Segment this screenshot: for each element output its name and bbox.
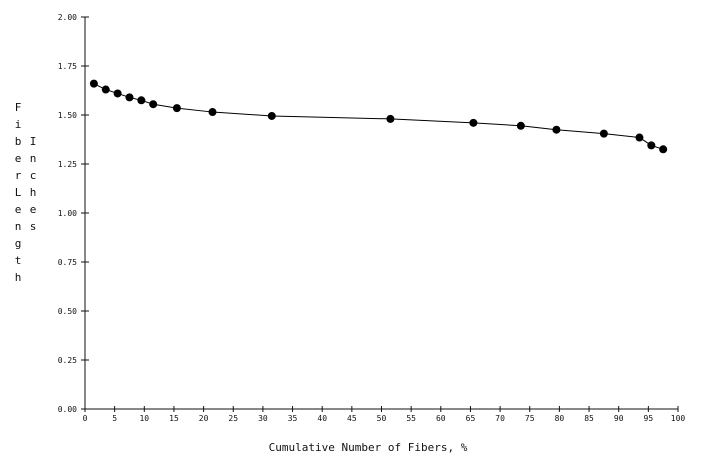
- x-tick-label: 75: [525, 414, 535, 423]
- y-tick-label: 0.25: [58, 356, 77, 365]
- series-line: [93, 83, 664, 150]
- y-title-char: n: [30, 152, 37, 165]
- y-title-char: h: [30, 186, 37, 199]
- y-tick-label: 1.50: [58, 111, 77, 120]
- y-tick-label: 1.25: [58, 160, 77, 169]
- y-title-char: b: [15, 135, 22, 148]
- x-tick-label: 55: [406, 414, 416, 423]
- y-title-char: L: [15, 186, 22, 199]
- y-axis-ticks: 0.00 0.25 0.50 0.75 1.00 1.25 1.50 1.75 2.00: [58, 13, 89, 414]
- x-tick-label: 30: [258, 414, 268, 423]
- x-tick-label: 25: [228, 414, 238, 423]
- y-tick-label: 2.00: [58, 13, 77, 22]
- y-title-char: s: [30, 220, 37, 233]
- data-point: [113, 89, 122, 98]
- y-title-char: e: [15, 203, 22, 216]
- x-tick-label: 85: [584, 414, 594, 423]
- data-point: [101, 85, 110, 94]
- data-point: [208, 108, 217, 117]
- x-tick-label: 60: [436, 414, 446, 423]
- data-point: [89, 79, 98, 88]
- x-tick-label: 65: [466, 414, 476, 423]
- y-title-char: e: [15, 152, 22, 165]
- y-tick-label: 0.00: [58, 405, 77, 414]
- data-point: [552, 125, 561, 134]
- x-tick-label: 35: [288, 414, 298, 423]
- axes: [84, 17, 678, 410]
- y-tick-label: 1.00: [58, 209, 77, 218]
- y-title-char: F: [15, 101, 22, 114]
- data-point: [125, 93, 134, 102]
- data-point: [469, 118, 478, 127]
- y-title-char: h: [15, 271, 22, 284]
- y-title-char: e: [30, 203, 37, 216]
- x-tick-label: 45: [347, 414, 357, 423]
- data-point: [149, 100, 158, 109]
- y-title-char: I: [30, 135, 37, 148]
- y-title-char: n: [15, 220, 22, 233]
- y-tick-label: 0.75: [58, 258, 77, 267]
- x-tick-label: 70: [495, 414, 505, 423]
- x-tick-label: 90: [614, 414, 624, 423]
- data-point: [599, 129, 608, 138]
- data-point: [386, 114, 395, 123]
- x-tick-label: 15: [169, 414, 179, 423]
- x-tick-label: 50: [377, 414, 387, 423]
- data-point: [137, 96, 146, 105]
- x-tick-label: 95: [644, 414, 654, 423]
- x-tick-label: 20: [199, 414, 209, 423]
- x-axis-ticks: 0 5 10 15 20 25 30 35 40 45 50 55 60 65 70 75 80 85 90 95 10…: [83, 406, 686, 423]
- data-point: [267, 111, 276, 120]
- x-tick-label: 80: [555, 414, 565, 423]
- x-tick-label: 5: [112, 414, 117, 423]
- x-axis-title: Cumulative Number of Fibers, %: [269, 441, 468, 454]
- x-tick-label: 0: [83, 414, 88, 423]
- y-tick-label: 0.50: [58, 307, 77, 316]
- y-title-char: t: [15, 254, 22, 267]
- series-layer: [89, 79, 668, 154]
- y-title-char: i: [15, 118, 22, 131]
- data-point: [516, 121, 525, 130]
- x-tick-label: 10: [139, 414, 149, 423]
- y-title-char: g: [15, 237, 22, 250]
- x-tick-label: 100: [671, 414, 686, 423]
- x-tick-label: 40: [317, 414, 327, 423]
- data-point: [172, 104, 181, 113]
- y-title-char: r: [15, 169, 22, 182]
- data-point: [647, 141, 656, 150]
- y-tick-label: 1.75: [58, 62, 77, 71]
- data-point: [659, 145, 668, 154]
- y-title-char: c: [30, 169, 37, 182]
- data-point: [635, 133, 644, 142]
